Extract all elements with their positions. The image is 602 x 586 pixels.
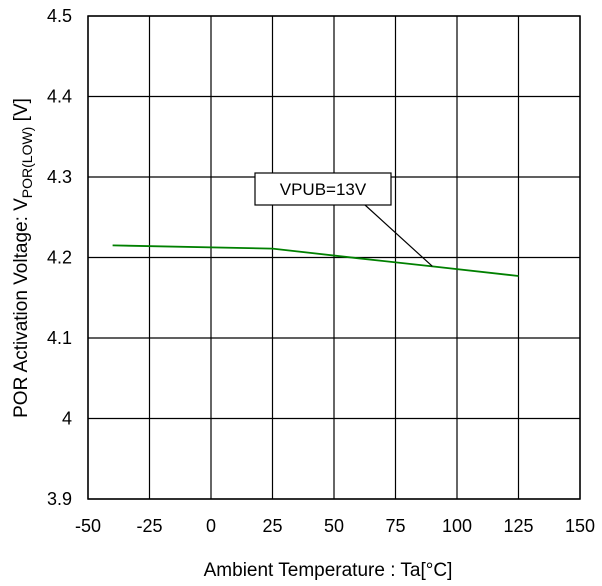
annotation-box: [254, 172, 392, 206]
annotation-leader: [364, 204, 433, 267]
annotation: VPUB=13V: [254, 172, 433, 267]
y-tick-label: 4.3: [47, 167, 72, 187]
y-tick-label: 3.9: [47, 489, 72, 509]
x-tick-label: 125: [503, 516, 533, 536]
y-tick-labels: 3.9 4 4.1 4.2 4.3 4.4 4.5: [47, 6, 72, 509]
x-tick-label: 75: [385, 516, 405, 536]
x-tick-label: -50: [75, 516, 101, 536]
x-tick-label: 0: [206, 516, 216, 536]
x-tick-label: 150: [565, 516, 595, 536]
x-tick-label: 50: [324, 516, 344, 536]
x-tick-labels: -50 -25 0 25 50 75 100 125 150: [75, 516, 595, 536]
y-axis-title-unit: [V]: [11, 98, 32, 127]
x-axis-title: Ambient Temperature : Ta[°C]: [204, 560, 453, 581]
series-line: [112, 244, 519, 277]
annotation-label: VPUB=13V: [280, 180, 367, 199]
x-tick-label: 100: [442, 516, 472, 536]
grid: [87, 15, 581, 500]
x-tick-label: -25: [136, 516, 162, 536]
y-axis-title: POR Activation Voltage: VPOR(LOW) [V]: [11, 98, 35, 418]
y-tick-label: 4.1: [47, 328, 72, 348]
series-layer: [112, 244, 519, 277]
y-tick-label: 4.4: [47, 87, 72, 107]
y-tick-label: 4.5: [47, 6, 72, 26]
y-tick-label: 4: [62, 409, 72, 429]
y-axis-title-subscript: POR(LOW): [19, 127, 35, 199]
y-tick-label: 4.2: [47, 248, 72, 268]
y-axis-title-main: POR Activation Voltage: V: [11, 198, 32, 418]
x-tick-label: 25: [262, 516, 282, 536]
plot-frame: [87, 15, 581, 500]
